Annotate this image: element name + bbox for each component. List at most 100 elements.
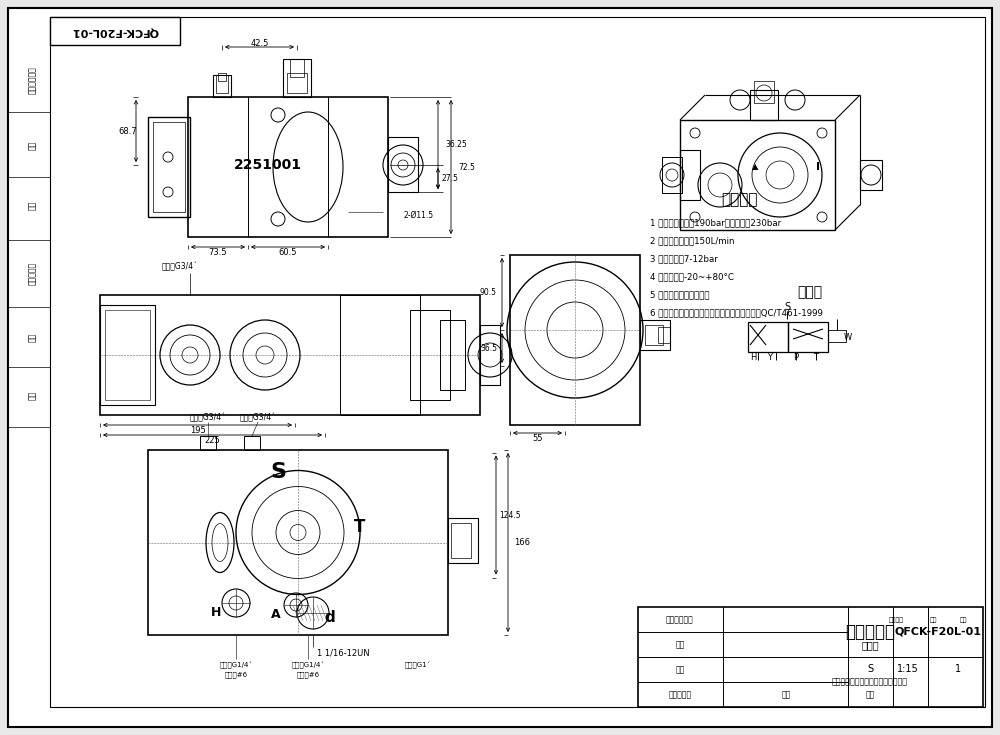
Text: W: W — [844, 332, 852, 342]
Text: 1: 1 — [955, 664, 961, 674]
Text: T: T — [814, 353, 818, 362]
Bar — [218, 73, 226, 81]
Text: 进油口G3/4´: 进油口G3/4´ — [240, 413, 276, 423]
Bar — [748, 322, 788, 352]
Text: 2 流量：最大流量150L/min: 2 流量：最大流量150L/min — [650, 237, 734, 245]
Text: 原理图: 原理图 — [797, 285, 823, 299]
Text: QFCK-F20L-01: QFCK-F20L-01 — [72, 26, 158, 36]
Text: P: P — [793, 353, 799, 362]
Bar — [153, 122, 185, 212]
Text: I: I — [816, 162, 820, 172]
Bar — [50, 17, 180, 45]
Text: A: A — [271, 609, 281, 622]
Bar — [388, 137, 418, 192]
Text: 73.5: 73.5 — [209, 248, 227, 257]
Text: 签字: 签字 — [28, 332, 36, 342]
Text: 68.7: 68.7 — [119, 126, 137, 135]
Bar — [283, 59, 311, 97]
Text: 166: 166 — [514, 538, 530, 547]
Text: 60.5: 60.5 — [279, 248, 297, 257]
Text: 排气管#6: 排气管#6 — [224, 672, 248, 678]
Text: 校量: 校量 — [28, 201, 36, 209]
Bar — [410, 310, 450, 400]
Bar — [216, 75, 228, 93]
Bar — [480, 325, 500, 385]
Text: S: S — [270, 462, 286, 482]
Text: 2251001: 2251001 — [234, 158, 302, 172]
Text: 进气口G1/4´: 进气口G1/4´ — [292, 662, 324, 669]
Text: 1 压力：额定压力190bar，最大压力230bar: 1 压力：额定压力190bar，最大压力230bar — [650, 218, 781, 228]
Text: 1 1/16-12UN: 1 1/16-12UN — [317, 648, 369, 658]
Text: 日期: 日期 — [28, 390, 36, 400]
Text: 图样代号: 图样代号 — [889, 617, 904, 623]
Text: S: S — [784, 302, 790, 312]
Bar — [200, 436, 216, 450]
Bar — [638, 607, 983, 707]
Bar — [100, 295, 480, 415]
Text: H: H — [211, 606, 221, 620]
Text: 技术参数: 技术参数 — [722, 193, 758, 207]
Bar — [680, 120, 835, 230]
Text: QFCK-F20L-01: QFCK-F20L-01 — [895, 627, 982, 637]
Bar — [100, 305, 155, 405]
Bar — [188, 97, 388, 237]
Text: 4 工作温度：-20~+80°C: 4 工作温度：-20~+80°C — [650, 273, 734, 282]
Text: 日期: 日期 — [959, 617, 967, 623]
Bar — [658, 327, 670, 343]
Bar — [662, 157, 682, 193]
Text: 3 控制气压：7-12bar: 3 控制气压：7-12bar — [650, 254, 718, 264]
Text: 签字: 签字 — [781, 690, 791, 700]
Text: 管通用件登记: 管通用件登记 — [666, 615, 694, 625]
Text: 55: 55 — [532, 434, 543, 442]
Bar — [287, 73, 307, 93]
Bar — [448, 517, 478, 562]
Text: 描图: 描图 — [28, 140, 36, 150]
Text: S: S — [867, 664, 873, 674]
Text: 液压换向阀: 液压换向阀 — [845, 623, 895, 641]
Text: H: H — [750, 353, 756, 362]
Text: 195: 195 — [190, 426, 205, 434]
Text: 1:15: 1:15 — [897, 664, 919, 674]
Text: Y: Y — [768, 353, 772, 362]
Bar — [828, 330, 846, 342]
Text: T: T — [354, 518, 366, 537]
Text: 第四角图号: 第四角图号 — [28, 262, 36, 284]
Text: 36.25: 36.25 — [445, 140, 467, 149]
Text: 225: 225 — [205, 436, 220, 445]
Text: 36.5: 36.5 — [480, 343, 498, 353]
Text: 签名: 签名 — [929, 617, 937, 623]
Bar — [148, 117, 190, 217]
Text: d: d — [325, 609, 335, 625]
Bar — [510, 255, 640, 425]
Text: 常州市武进安行液压件制造有限公司: 常州市武进安行液压件制造有限公司 — [832, 678, 908, 686]
Text: 组合件: 组合件 — [861, 640, 879, 650]
Text: 72.5: 72.5 — [459, 162, 475, 171]
Text: 管通用件登记: 管通用件登记 — [28, 66, 36, 94]
Text: 日期: 日期 — [865, 690, 875, 700]
Text: 2-Ø11.5: 2-Ø11.5 — [403, 210, 433, 220]
Text: 90.5: 90.5 — [480, 288, 496, 297]
Bar — [680, 150, 700, 200]
Text: 第四角图号: 第四角图号 — [668, 690, 692, 700]
Bar — [290, 59, 304, 77]
Bar — [340, 295, 420, 415]
Bar — [750, 90, 778, 120]
Text: 5 工作介质：护摩液压油: 5 工作介质：护摩液压油 — [650, 290, 710, 299]
Text: 回油口G3/4´: 回油口G3/4´ — [190, 413, 226, 423]
Bar — [213, 75, 231, 97]
Text: 124.5: 124.5 — [499, 511, 521, 520]
Bar — [860, 160, 882, 190]
Bar — [640, 320, 670, 350]
Bar — [105, 310, 150, 400]
Bar — [645, 325, 663, 345]
Bar — [754, 81, 774, 103]
Bar — [788, 322, 828, 352]
Text: 进气管#6: 进气管#6 — [296, 672, 320, 678]
Bar — [451, 523, 471, 558]
Bar — [440, 320, 465, 390]
Text: 进油口G3/4´: 进油口G3/4´ — [162, 262, 198, 271]
Text: 排气口G1/4´: 排气口G1/4´ — [220, 662, 252, 669]
Text: 描图: 描图 — [675, 640, 685, 650]
Bar — [148, 450, 448, 635]
Text: 27.5: 27.5 — [442, 174, 458, 183]
